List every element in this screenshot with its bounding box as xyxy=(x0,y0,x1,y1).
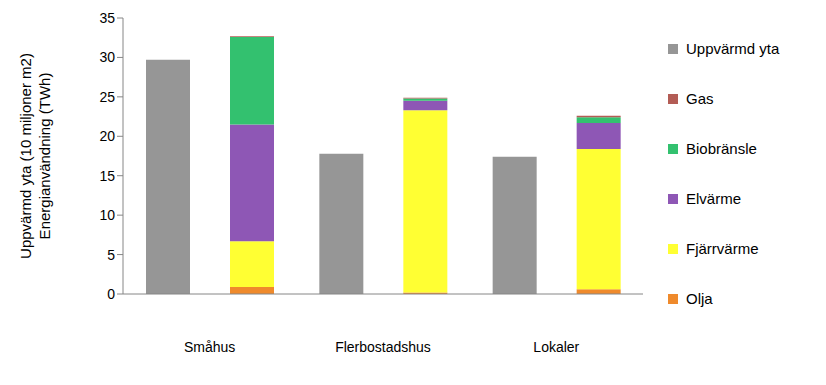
svg-text:15: 15 xyxy=(99,168,115,184)
svg-text:Energianvändning (TWh): Energianvändning (TWh) xyxy=(36,73,53,240)
svg-text:35: 35 xyxy=(99,10,115,26)
html-text:Olja: Olja xyxy=(686,290,713,307)
svg-text:20: 20 xyxy=(99,128,115,144)
svg-text:Småhus: Småhus xyxy=(184,339,235,355)
svg-text:25: 25 xyxy=(99,89,115,105)
html-text:Elvärme: Elvärme xyxy=(686,190,741,207)
svg-text:Lokaler: Lokaler xyxy=(533,339,579,355)
svg-text:5: 5 xyxy=(107,247,115,263)
svg-text:30: 30 xyxy=(99,49,115,65)
svg-text:10: 10 xyxy=(99,207,115,223)
html-text:Uppvärmd yta: Uppvärmd yta xyxy=(686,40,780,57)
svg-text:Flerbostadshus: Flerbostadshus xyxy=(335,339,431,355)
html-text:Gas: Gas xyxy=(686,90,714,107)
html-text:Biobränsle: Biobränsle xyxy=(686,140,757,157)
svg-text:0: 0 xyxy=(107,286,115,302)
svg-text:Uppvärmd yta (10 miljoner m2): Uppvärmd yta (10 miljoner m2) xyxy=(17,53,34,259)
html-text:Fjärrvärme: Fjärrvärme xyxy=(686,240,759,257)
